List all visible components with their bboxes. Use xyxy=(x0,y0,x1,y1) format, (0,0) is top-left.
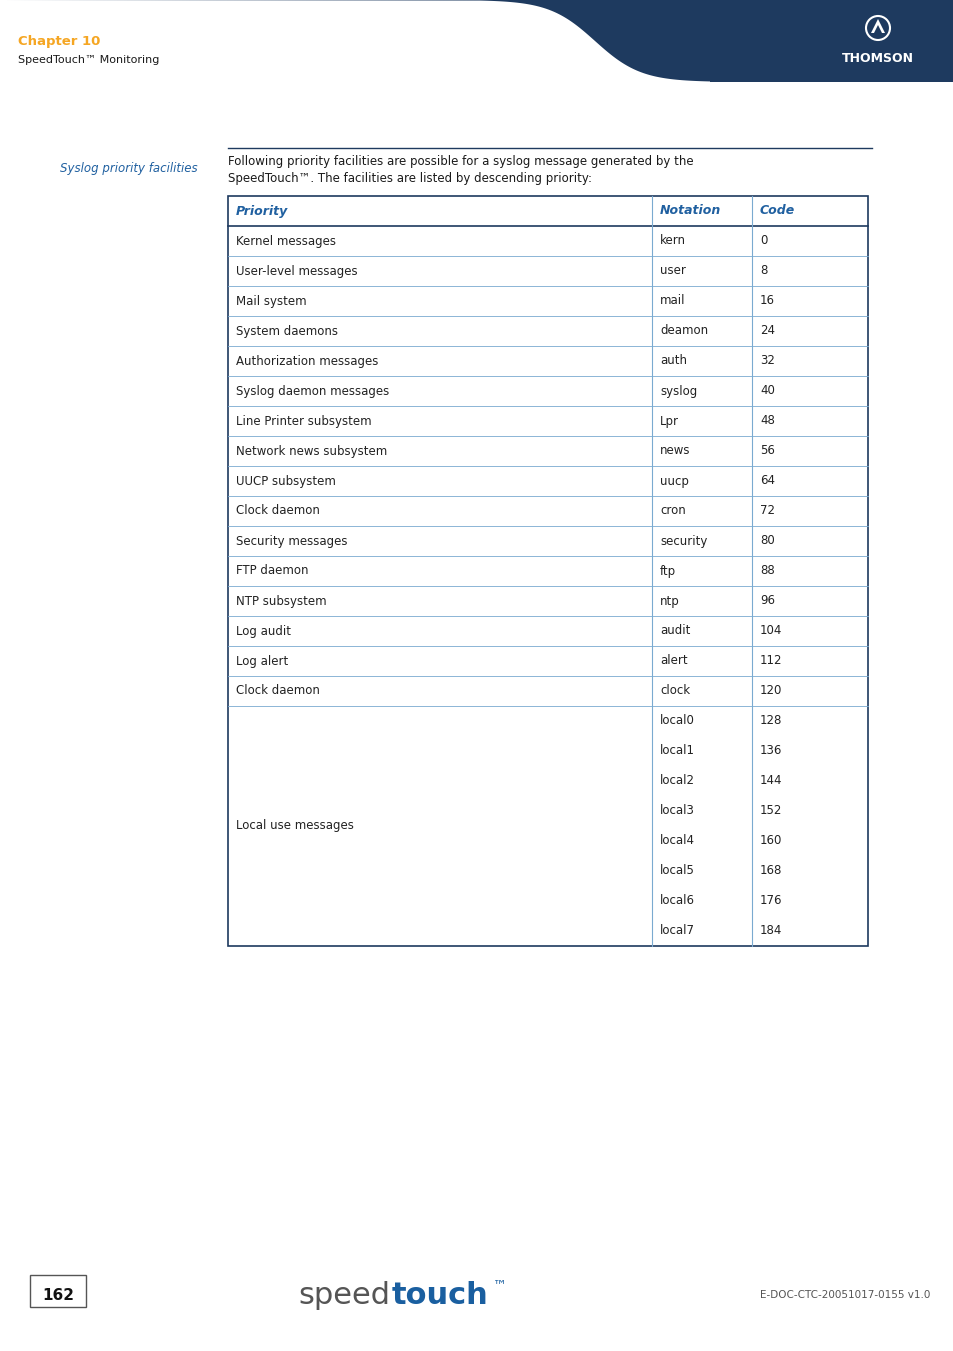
Text: touch: touch xyxy=(392,1281,488,1309)
Text: Kernel messages: Kernel messages xyxy=(235,235,335,247)
Text: User-level messages: User-level messages xyxy=(235,265,357,277)
Text: 136: 136 xyxy=(760,744,781,758)
Polygon shape xyxy=(873,26,882,32)
Text: Log audit: Log audit xyxy=(235,624,291,638)
Text: 16: 16 xyxy=(760,295,774,308)
Text: 168: 168 xyxy=(760,865,781,878)
Text: 176: 176 xyxy=(760,894,781,908)
Bar xyxy=(228,196,867,946)
Text: ™: ™ xyxy=(493,1278,506,1292)
Text: Line Printer subsystem: Line Printer subsystem xyxy=(235,415,372,427)
Text: System daemons: System daemons xyxy=(235,324,337,338)
Text: 104: 104 xyxy=(760,624,781,638)
Text: local7: local7 xyxy=(659,924,695,938)
Text: 162: 162 xyxy=(42,1288,74,1302)
Text: clock: clock xyxy=(659,685,689,697)
Text: 48: 48 xyxy=(760,415,774,427)
Polygon shape xyxy=(870,19,884,32)
Text: Code: Code xyxy=(760,204,795,218)
Text: local2: local2 xyxy=(659,774,695,788)
Text: auth: auth xyxy=(659,354,686,367)
Text: Priority: Priority xyxy=(235,204,288,218)
Text: 112: 112 xyxy=(760,654,781,667)
Text: UUCP subsystem: UUCP subsystem xyxy=(235,474,335,488)
Text: Chapter 10: Chapter 10 xyxy=(18,35,100,49)
Text: local5: local5 xyxy=(659,865,694,878)
Text: news: news xyxy=(659,444,690,458)
Text: 64: 64 xyxy=(760,474,774,488)
Text: Lpr: Lpr xyxy=(659,415,679,427)
Text: Clock daemon: Clock daemon xyxy=(235,504,319,517)
Text: 184: 184 xyxy=(760,924,781,938)
Text: Local use messages: Local use messages xyxy=(235,820,354,832)
Text: local0: local0 xyxy=(659,715,694,727)
Text: ftp: ftp xyxy=(659,565,676,577)
Text: Authorization messages: Authorization messages xyxy=(235,354,378,367)
Text: 32: 32 xyxy=(760,354,774,367)
Bar xyxy=(0,0,953,82)
Text: speed: speed xyxy=(297,1281,390,1309)
Text: 8: 8 xyxy=(760,265,766,277)
Text: Syslog priority facilities: Syslog priority facilities xyxy=(60,162,197,176)
Text: Network news subsystem: Network news subsystem xyxy=(235,444,387,458)
Text: FTP daemon: FTP daemon xyxy=(235,565,308,577)
Text: ntp: ntp xyxy=(659,594,679,608)
Text: local3: local3 xyxy=(659,804,694,817)
Text: Following priority facilities are possible for a syslog message generated by the: Following priority facilities are possib… xyxy=(228,155,693,168)
Text: Security messages: Security messages xyxy=(235,535,347,547)
Text: 80: 80 xyxy=(760,535,774,547)
Text: 144: 144 xyxy=(760,774,781,788)
Text: 96: 96 xyxy=(760,594,774,608)
Text: 160: 160 xyxy=(760,835,781,847)
Text: uucp: uucp xyxy=(659,474,688,488)
Text: Clock daemon: Clock daemon xyxy=(235,685,319,697)
Text: 120: 120 xyxy=(760,685,781,697)
Text: local6: local6 xyxy=(659,894,695,908)
Text: 24: 24 xyxy=(760,324,774,338)
Text: syslog: syslog xyxy=(659,385,697,397)
Text: cron: cron xyxy=(659,504,685,517)
Polygon shape xyxy=(0,0,709,82)
Text: Log alert: Log alert xyxy=(235,654,288,667)
Text: THOMSON: THOMSON xyxy=(841,51,913,65)
FancyBboxPatch shape xyxy=(30,1275,86,1306)
Text: user: user xyxy=(659,265,685,277)
Text: NTP subsystem: NTP subsystem xyxy=(235,594,326,608)
Text: local4: local4 xyxy=(659,835,695,847)
Text: Mail system: Mail system xyxy=(235,295,306,308)
Text: security: security xyxy=(659,535,706,547)
Text: 88: 88 xyxy=(760,565,774,577)
Text: 56: 56 xyxy=(760,444,774,458)
Text: 40: 40 xyxy=(760,385,774,397)
Text: 0: 0 xyxy=(760,235,766,247)
Text: 72: 72 xyxy=(760,504,774,517)
Text: Notation: Notation xyxy=(659,204,720,218)
Text: kern: kern xyxy=(659,235,685,247)
Text: E-DOC-CTC-20051017-0155 v1.0: E-DOC-CTC-20051017-0155 v1.0 xyxy=(759,1290,929,1300)
Text: 128: 128 xyxy=(760,715,781,727)
Text: mail: mail xyxy=(659,295,685,308)
Text: 152: 152 xyxy=(760,804,781,817)
Text: audit: audit xyxy=(659,624,690,638)
Text: deamon: deamon xyxy=(659,324,707,338)
Text: Syslog daemon messages: Syslog daemon messages xyxy=(235,385,389,397)
Text: SpeedTouch™ Monitoring: SpeedTouch™ Monitoring xyxy=(18,55,159,65)
Text: alert: alert xyxy=(659,654,687,667)
Text: SpeedTouch™. The facilities are listed by descending priority:: SpeedTouch™. The facilities are listed b… xyxy=(228,172,592,185)
Text: local1: local1 xyxy=(659,744,695,758)
